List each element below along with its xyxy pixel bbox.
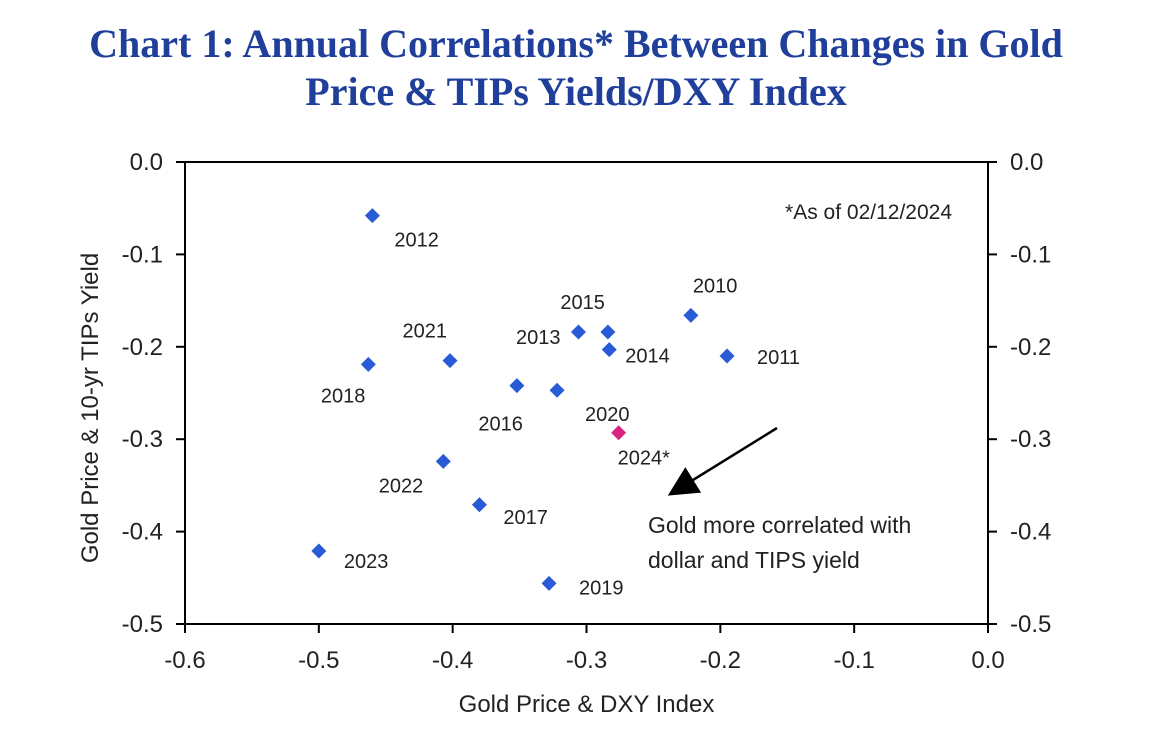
- x-tick-label: -0.1: [833, 647, 874, 674]
- data-point-2013: [570, 324, 586, 340]
- point-label-2014: 2014: [625, 346, 670, 368]
- annotation-line2: dollar and TIPS yield: [648, 547, 860, 573]
- point-label-2022: 2022: [379, 475, 424, 497]
- data-point-2023: [311, 543, 327, 559]
- annotation-arrow: [667, 426, 778, 496]
- data-point-2016: [509, 378, 525, 394]
- x-tick-label: -0.3: [566, 647, 607, 674]
- y-tick-label-right: -0.3: [1010, 426, 1051, 453]
- chart-title: Chart 1: Annual Correlations* Between Ch…: [0, 20, 1152, 116]
- y-tick-label-right: -0.4: [1010, 519, 1051, 546]
- y-tick-label-left: -0.2: [122, 334, 163, 361]
- data-point-2015: [600, 324, 616, 340]
- as-of-note: *As of 02/12/2024: [785, 201, 952, 224]
- x-tick-label: 0.0: [971, 647, 1004, 674]
- point-label-2024-star: 2024*: [618, 448, 670, 470]
- point-label-2011: 2011: [757, 347, 800, 369]
- y-tick-label-right: -0.5: [1010, 611, 1051, 638]
- y-tick-label-right: -0.2: [1010, 334, 1051, 361]
- data-point-2010: [683, 307, 699, 323]
- data-point-2017: [471, 497, 487, 513]
- point-label-2021: 2021: [402, 321, 447, 343]
- point-label-2017: 2017: [503, 507, 548, 529]
- data-point-2020: [549, 382, 565, 398]
- y-axis-label: Gold Price & 10-yr TIPs Yield: [77, 253, 104, 563]
- y-tick-label-left: -0.5: [122, 611, 163, 638]
- y-tick-label-right: -0.1: [1010, 241, 1051, 268]
- y-tick-label-left: 0.0: [130, 149, 163, 176]
- x-axis-label: Gold Price & DXY Index: [459, 691, 715, 718]
- y-tick-label-left: -0.1: [122, 241, 163, 268]
- data-point-2024-star: [611, 425, 627, 441]
- data-point-2021: [442, 353, 458, 369]
- point-label-2020: 2020: [585, 404, 630, 426]
- y-tick-label-right: 0.0: [1010, 149, 1043, 176]
- data-point-2018: [360, 356, 376, 372]
- y-tick-label-left: -0.4: [122, 519, 163, 546]
- data-point-2011: [719, 348, 735, 364]
- data-point-2012: [364, 208, 380, 224]
- chart-title-line2: Price & TIPs Yields/DXY Index: [305, 69, 847, 114]
- annotation-line1: Gold more correlated with: [648, 512, 911, 538]
- data-point-2019: [541, 575, 557, 591]
- y-tick-label-left: -0.3: [122, 426, 163, 453]
- point-label-2018: 2018: [321, 385, 366, 407]
- chart-title-line1: Chart 1: Annual Correlations* Between Ch…: [89, 21, 1063, 66]
- point-label-2010: 2010: [693, 275, 738, 297]
- x-tick-label: -0.6: [164, 647, 205, 674]
- x-tick-label: -0.2: [700, 647, 741, 674]
- point-label-2016: 2016: [478, 414, 523, 436]
- point-label-2013: 2013: [516, 327, 561, 349]
- data-point-2014: [601, 342, 617, 358]
- point-label-2019: 2019: [579, 577, 624, 599]
- point-label-2015: 2015: [560, 292, 605, 314]
- point-label-2012: 2012: [394, 230, 439, 252]
- data-point-2022: [435, 453, 451, 469]
- point-label-2023: 2023: [344, 551, 389, 573]
- plot-frame: [184, 161, 989, 625]
- x-tick-label: -0.5: [298, 647, 339, 674]
- x-tick-label: -0.4: [432, 647, 473, 674]
